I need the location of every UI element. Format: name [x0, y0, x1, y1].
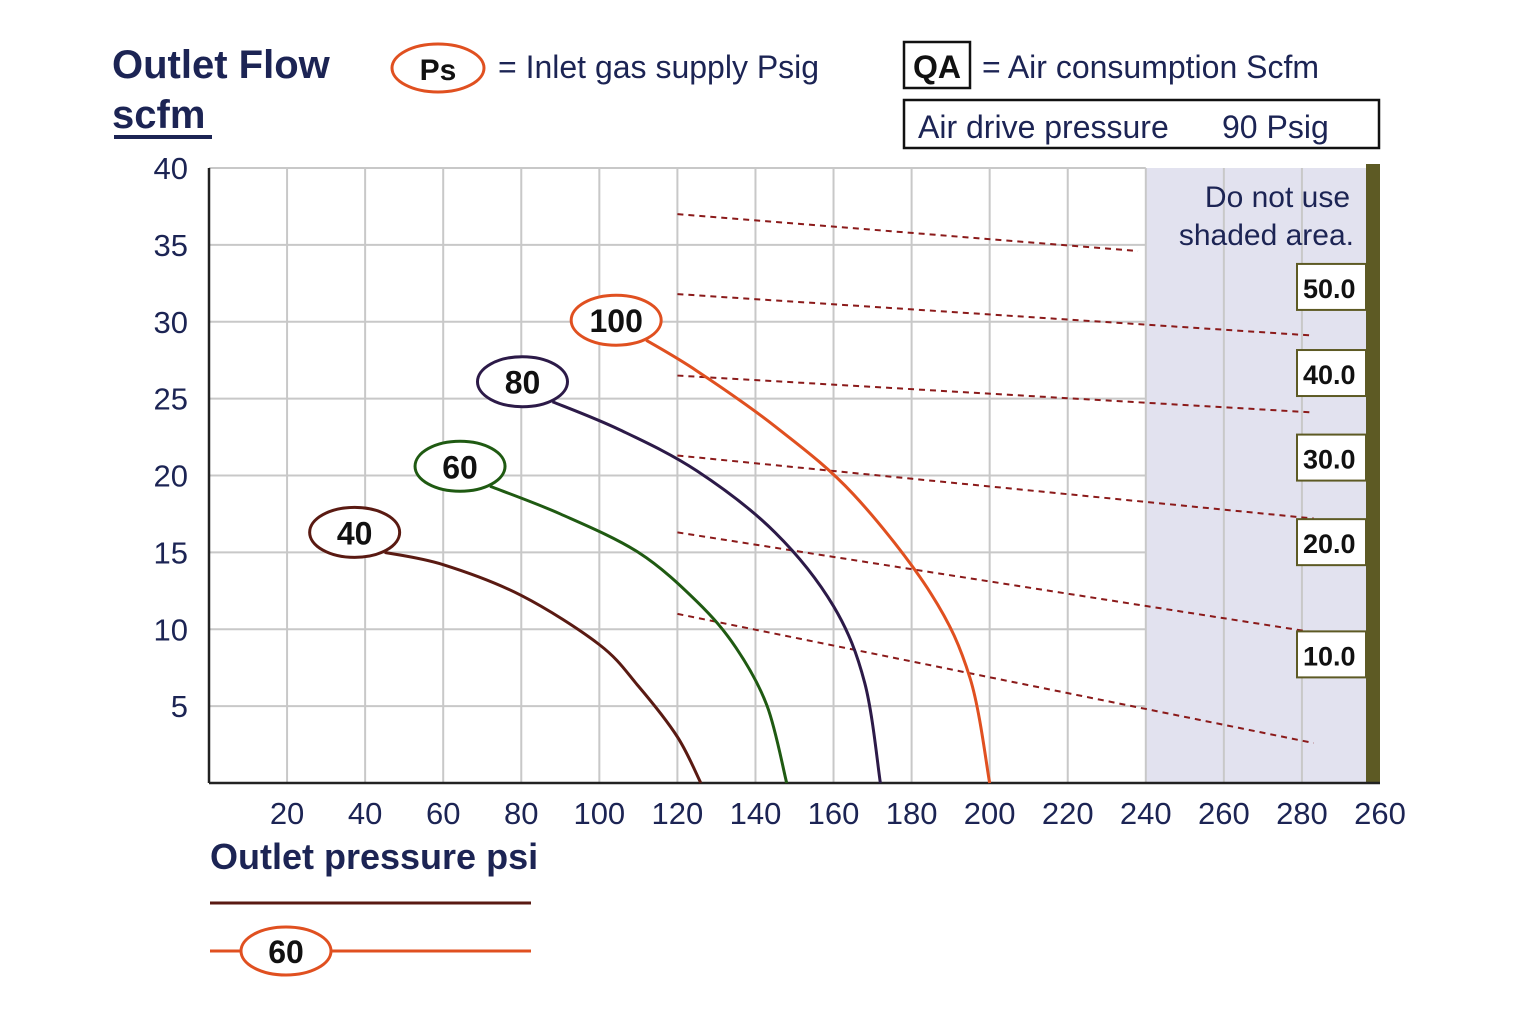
y-tick-label: 20 — [154, 459, 188, 494]
series-label-oval-100 — [569, 293, 663, 347]
qa-label-box — [1296, 518, 1367, 567]
qa-label: 10.0 — [1303, 641, 1356, 671]
qa-label: 40.0 — [1303, 360, 1356, 390]
y-tick-label: 10 — [154, 612, 188, 647]
x-tick-label: 260 — [1198, 796, 1250, 831]
axes — [207, 168, 1380, 785]
qa-line — [677, 213, 1139, 253]
y-axis-unit: scfm — [112, 93, 205, 137]
y-axis-title: Outlet Flow — [112, 43, 331, 87]
qa-label: 20.0 — [1303, 529, 1356, 559]
series-label-oval-40 — [308, 505, 402, 559]
qa-labels: 50.0 40.0 30.0 20.0 10.0 — [1296, 262, 1367, 679]
qa-label-box — [1296, 262, 1367, 311]
y-tick-label: 30 — [154, 305, 188, 340]
series-label-100: 100 — [589, 303, 642, 339]
grid — [209, 167, 1303, 783]
x-tick-label: 80 — [504, 796, 538, 831]
x-tick-label: 160 — [808, 796, 860, 831]
x-tick-label: 240 — [1120, 796, 1172, 831]
qa-symbol: QA — [913, 49, 961, 85]
qa-lines — [677, 213, 1314, 745]
shaded-note-line1: Do not use — [1205, 181, 1350, 214]
drive-pressure-box — [902, 98, 1381, 150]
qa-line — [677, 293, 1314, 337]
x-tick-label: 200 — [964, 796, 1016, 831]
x-tick-label: 40 — [348, 796, 382, 831]
drive-pressure-value: 90 Psig — [1222, 109, 1329, 145]
series-curve-60 — [489, 484, 789, 784]
qa-symbol-box — [902, 40, 972, 90]
series-label-60: 60 — [442, 449, 478, 485]
y-tick-label: 15 — [154, 535, 188, 570]
ps-legend: = Inlet gas supply Psig — [498, 49, 819, 85]
series-label-oval-60 — [413, 439, 507, 493]
drive-pressure-label: Air drive pressure — [918, 109, 1169, 145]
y-tick-label: 25 — [154, 382, 188, 417]
x-tick-label: 20 — [270, 796, 304, 831]
legend-sample-oval — [239, 925, 333, 977]
qa-legend: = Air consumption Scfm — [982, 49, 1319, 85]
x-tick-label: 220 — [1042, 796, 1094, 831]
tick-labels: 20 40 60 80 100 120 140 160 180 200 220 240 260 280 26… — [154, 151, 1406, 831]
series-label-40: 40 — [337, 515, 373, 551]
qa-label-box — [1296, 433, 1367, 482]
qa-line — [677, 374, 1314, 414]
qa-label: 50.0 — [1303, 274, 1356, 304]
y-tick-label: 35 — [154, 228, 188, 263]
qa-line — [677, 454, 1314, 520]
right-edge-bar — [1366, 164, 1380, 783]
x-axis-title: Outlet pressure psi — [210, 836, 538, 877]
x-tick-label: 140 — [730, 796, 782, 831]
y-tick-label: 5 — [171, 689, 188, 724]
x-tick-label: 180 — [886, 796, 938, 831]
legend-sample-label: 60 — [268, 934, 304, 970]
x-tick-label: 260 — [1354, 796, 1406, 831]
qa-label-box — [1296, 630, 1367, 679]
x-tick-label: 280 — [1276, 796, 1328, 831]
series-curve-100 — [645, 338, 992, 784]
x-tick-label: 60 — [426, 796, 460, 831]
shaded-note-line2: shaded area. — [1179, 219, 1354, 252]
series-curve-80 — [551, 400, 882, 784]
qa-line — [677, 531, 1314, 634]
x-tick-label: 120 — [652, 796, 704, 831]
qa-line — [677, 612, 1314, 745]
series-label-80: 80 — [505, 365, 541, 401]
ps-symbol: Ps — [420, 54, 457, 87]
y-tick-label: 40 — [154, 151, 188, 186]
series-curve-40 — [384, 550, 703, 784]
qa-label-box — [1296, 349, 1367, 398]
x-tick-label: 100 — [573, 796, 625, 831]
series-labels: 40 60 80 100 — [308, 293, 663, 559]
series-curves — [384, 338, 992, 784]
ps-symbol-oval — [390, 42, 486, 94]
qa-label: 30.0 — [1303, 445, 1356, 475]
series-label-oval-80 — [475, 355, 569, 409]
